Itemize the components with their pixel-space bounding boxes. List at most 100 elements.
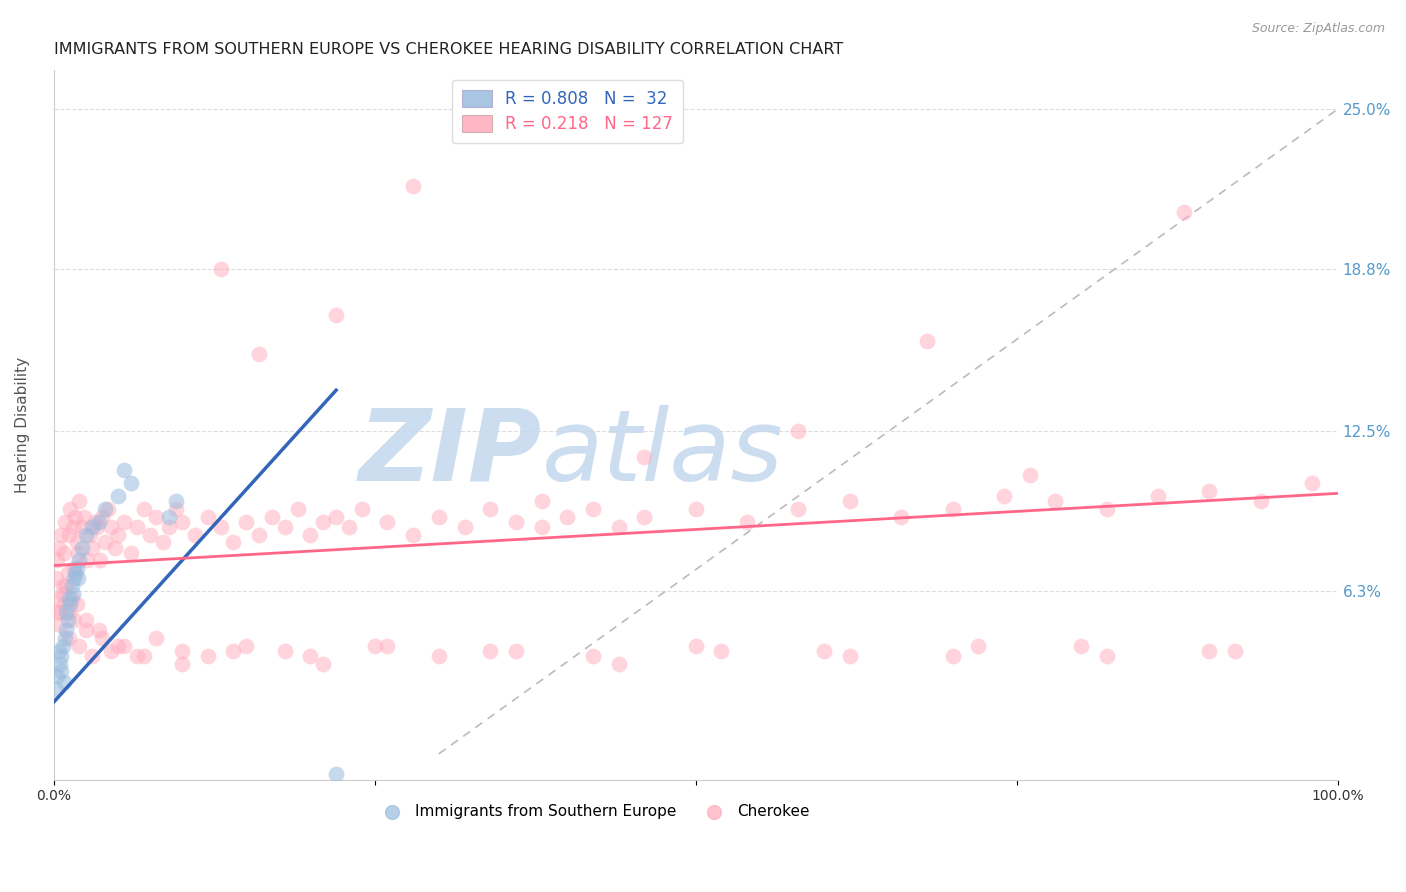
Point [505, 643, 527, 657]
Point [260, 509, 283, 524]
Point [152, 535, 174, 549]
Point [139, 527, 162, 541]
Point [427, 509, 450, 524]
Point [132, 501, 155, 516]
Point [184, 527, 207, 541]
Point [165, 501, 187, 516]
Point [120, 546, 142, 560]
Point [299, 648, 322, 663]
Point [86, 520, 108, 534]
Point [87, 515, 110, 529]
Point [170, 657, 193, 671]
Point [52, 597, 75, 611]
Point [55, 605, 77, 619]
Point [52, 587, 75, 601]
Legend: Immigrants from Southern Europe, Cherokee: Immigrants from Southern Europe, Cheroke… [370, 798, 815, 825]
Point [60, 579, 83, 593]
Point [197, 509, 219, 524]
Point [710, 643, 733, 657]
Point [1198, 483, 1220, 498]
Point [157, 509, 180, 524]
Point [402, 179, 425, 194]
Point [209, 520, 232, 534]
Point [67, 639, 90, 653]
Point [107, 639, 129, 653]
Point [56, 613, 79, 627]
Point [235, 639, 257, 653]
Point [915, 334, 938, 349]
Point [377, 515, 399, 529]
Point [52, 579, 75, 593]
Point [363, 639, 385, 653]
Point [104, 541, 127, 555]
Point [377, 639, 399, 653]
Text: atlas: atlas [541, 405, 783, 502]
Point [112, 463, 135, 477]
Point [67, 494, 90, 508]
Point [96, 501, 118, 516]
Point [52, 546, 75, 560]
Point [813, 643, 835, 657]
Point [607, 520, 630, 534]
Point [838, 648, 860, 663]
Point [53, 631, 76, 645]
Point [325, 509, 347, 524]
Point [46, 553, 69, 567]
Point [94, 535, 117, 549]
Point [1147, 489, 1170, 503]
Point [312, 657, 335, 671]
Point [58, 592, 80, 607]
Point [787, 501, 810, 516]
Point [51, 648, 73, 663]
Point [70, 520, 93, 534]
Point [145, 631, 167, 645]
Point [125, 520, 148, 534]
Point [55, 623, 77, 637]
Point [67, 553, 90, 567]
Point [145, 509, 167, 524]
Point [1018, 468, 1040, 483]
Point [1301, 476, 1323, 491]
Point [58, 605, 80, 619]
Point [75, 623, 97, 637]
Point [112, 515, 135, 529]
Point [63, 561, 86, 575]
Point [941, 501, 963, 516]
Point [59, 597, 82, 611]
Point [120, 476, 142, 491]
Point [89, 553, 111, 567]
Point [66, 546, 89, 560]
Point [112, 639, 135, 653]
Point [52, 639, 75, 653]
Point [75, 613, 97, 627]
Point [555, 509, 578, 524]
Point [787, 425, 810, 439]
Point [402, 527, 425, 541]
Point [58, 527, 80, 541]
Point [100, 643, 122, 657]
Point [132, 648, 155, 663]
Point [49, 605, 72, 619]
Point [46, 669, 69, 683]
Point [582, 501, 605, 516]
Point [125, 648, 148, 663]
Point [107, 489, 129, 503]
Point [60, 592, 83, 607]
Point [1095, 501, 1118, 516]
Point [49, 657, 72, 671]
Point [56, 566, 79, 581]
Point [94, 501, 117, 516]
Point [53, 515, 76, 529]
Point [235, 515, 257, 529]
Point [299, 527, 322, 541]
Point [65, 566, 87, 581]
Point [170, 643, 193, 657]
Point [530, 520, 553, 534]
Point [1250, 494, 1272, 508]
Point [993, 489, 1015, 503]
Point [66, 597, 89, 611]
Point [165, 494, 187, 508]
Point [170, 515, 193, 529]
Point [274, 520, 297, 534]
Point [45, 682, 67, 697]
